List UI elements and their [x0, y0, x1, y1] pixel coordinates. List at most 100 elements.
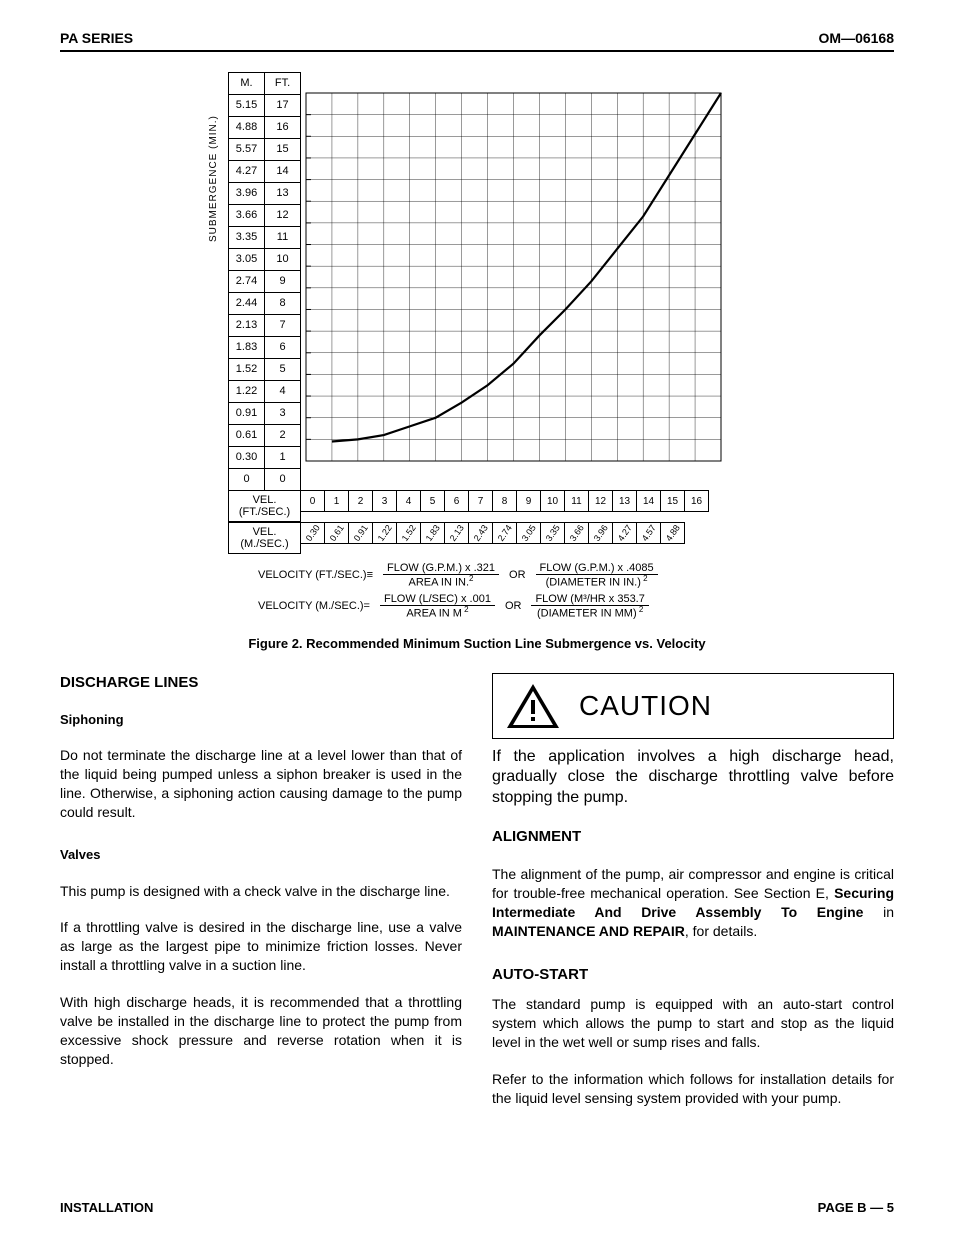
y-meter-cell: 3.96	[229, 183, 265, 205]
y-feet-cell: 3	[265, 403, 301, 425]
y-meter-cell: 0.61	[229, 425, 265, 447]
y-feet-cell: 17	[265, 95, 301, 117]
y-feet-cell: 1	[265, 447, 301, 469]
x-cell: 3	[372, 490, 397, 512]
para-valves-3: With high discharge heads, it is recomme…	[60, 993, 462, 1069]
y-feet-cell: 13	[265, 183, 301, 205]
y-feet-cell: 6	[265, 337, 301, 359]
formula-or: OR	[509, 569, 526, 581]
x-cell: 0.30	[300, 522, 325, 544]
para-alignment: The alignment of the pump, air compresso…	[492, 865, 894, 941]
para-valves-2: If a throttling valve is desired in the …	[60, 918, 462, 975]
x-axis-rows: VEL.(FT./SEC.)012345678910111213141516VE…	[228, 490, 726, 554]
y-feet-cell: 16	[265, 117, 301, 139]
x-cell: 6	[444, 490, 469, 512]
footer-left: INSTALLATION	[60, 1200, 153, 1215]
para-valves-1: This pump is designed with a check valve…	[60, 882, 462, 901]
x-cell: 2.74	[492, 522, 517, 544]
y-meter-cell: 5.57	[229, 139, 265, 161]
y-feet-cell: 2	[265, 425, 301, 447]
y-feet-cell: 11	[265, 227, 301, 249]
formula-block: VELOCITY (FT./SEC.)≡ FLOW (G.P.M.) x .32…	[228, 562, 726, 620]
y-meter-cell: 5.15	[229, 95, 265, 117]
x-cell: 3.05	[516, 522, 541, 544]
heading-alignment: ALIGNMENT	[492, 827, 894, 847]
x-cell: 9	[516, 490, 541, 512]
x-cell: 2	[348, 490, 373, 512]
x-row-label: VEL.(M./SEC.)	[228, 522, 301, 554]
x-row-label: VEL.(FT./SEC.)	[228, 490, 301, 522]
chart-plot-svg	[301, 72, 726, 471]
left-column: DISCHARGE LINES Siphoning Do not termina…	[60, 673, 462, 1108]
x-cell: 3.66	[564, 522, 589, 544]
right-column: CAUTION If the application involves a hi…	[492, 673, 894, 1108]
x-cell: 4.27	[612, 522, 637, 544]
y-meter-cell: 0	[229, 469, 265, 491]
x-cell: 4.88	[660, 522, 685, 544]
x-cell: 4	[396, 490, 421, 512]
x-cell: 12	[588, 490, 613, 512]
y-meter-cell: 2.74	[229, 271, 265, 293]
formula1-frac-b: FLOW (G.P.M.) x .4085 (DIAMETER IN IN.) …	[536, 562, 658, 589]
warning-triangle-icon	[505, 682, 561, 730]
formula1-frac-a: FLOW (G.P.M.) x .321 AREA IN IN.2	[383, 562, 499, 589]
header-left: PA SERIES	[60, 30, 133, 46]
x-cell: 1	[324, 490, 349, 512]
y-feet-cell: 4	[265, 381, 301, 403]
y-header-cell: FT.	[265, 73, 301, 95]
y-feet-cell: 10	[265, 249, 301, 271]
y-meter-cell: 1.83	[229, 337, 265, 359]
x-cell: 16	[684, 490, 709, 512]
formula2-frac-b: FLOW (M³/HR x 353.7 (DIAMETER IN MM) 2	[531, 593, 648, 620]
figure-caption: Figure 2. Recommended Minimum Suction Li…	[60, 636, 894, 651]
y-axis-label: SUBMERGENCE (MIN.)	[208, 115, 219, 242]
y-feet-cell: 0	[265, 469, 301, 491]
x-cell: 2.43	[468, 522, 493, 544]
y-meter-cell: 3.35	[229, 227, 265, 249]
para-autostart-1: The standard pump is equipped with an au…	[492, 995, 894, 1052]
heading-autostart: AUTO-START	[492, 965, 894, 985]
x-cell: 11	[564, 490, 589, 512]
y-header-cell: M.	[229, 73, 265, 95]
y-meter-cell: 2.13	[229, 315, 265, 337]
formula1-label: VELOCITY (FT./SEC.)≡	[258, 569, 373, 581]
formula2-frac-a: FLOW (L/SEC) x .001 AREA IN M 2	[380, 593, 495, 620]
y-meter-cell: 3.66	[229, 205, 265, 227]
y-meter-cell: 4.88	[229, 117, 265, 139]
para-autostart-2: Refer to the information which follows f…	[492, 1070, 894, 1108]
y-feet-cell: 7	[265, 315, 301, 337]
x-cell: 0	[300, 490, 325, 512]
y-feet-cell: 12	[265, 205, 301, 227]
caution-box: CAUTION	[492, 673, 894, 739]
x-cell: 3.96	[588, 522, 613, 544]
y-feet-cell: 5	[265, 359, 301, 381]
caution-paragraph: If the application involves a high disch…	[492, 747, 894, 809]
x-cell: 0.61	[324, 522, 349, 544]
caution-label: CAUTION	[579, 687, 712, 725]
formula2-label: VELOCITY (M./SEC.)=	[258, 600, 370, 612]
text-columns: DISCHARGE LINES Siphoning Do not termina…	[60, 673, 894, 1108]
y-meter-cell: 0.91	[229, 403, 265, 425]
y-meter-cell: 1.52	[229, 359, 265, 381]
y-meter-cell: 1.22	[229, 381, 265, 403]
heading-valves: Valves	[60, 846, 462, 864]
header-right: OM—06168	[819, 30, 894, 46]
x-cell: 8	[492, 490, 517, 512]
page-footer: INSTALLATION PAGE B — 5	[60, 1199, 894, 1215]
x-cell: 4.57	[636, 522, 661, 544]
y-feet-cell: 14	[265, 161, 301, 183]
figure-container: SUBMERGENCE (MIN.) M.FT.5.15174.88165.57…	[60, 72, 894, 651]
x-cell: 15	[660, 490, 685, 512]
x-cell: 14	[636, 490, 661, 512]
x-cell: 1.83	[420, 522, 445, 544]
x-cell: 1.22	[372, 522, 397, 544]
footer-right: PAGE B — 5	[818, 1200, 894, 1215]
heading-siphoning: Siphoning	[60, 711, 462, 729]
y-axis-table: M.FT.5.15174.88165.57154.27143.96133.661…	[228, 72, 301, 491]
x-cell: 0.91	[348, 522, 373, 544]
para-siphoning: Do not terminate the discharge line at a…	[60, 746, 462, 822]
page-header: PA SERIES OM—06168	[60, 30, 894, 52]
x-cell: 7	[468, 490, 493, 512]
y-feet-cell: 9	[265, 271, 301, 293]
y-meter-cell: 3.05	[229, 249, 265, 271]
